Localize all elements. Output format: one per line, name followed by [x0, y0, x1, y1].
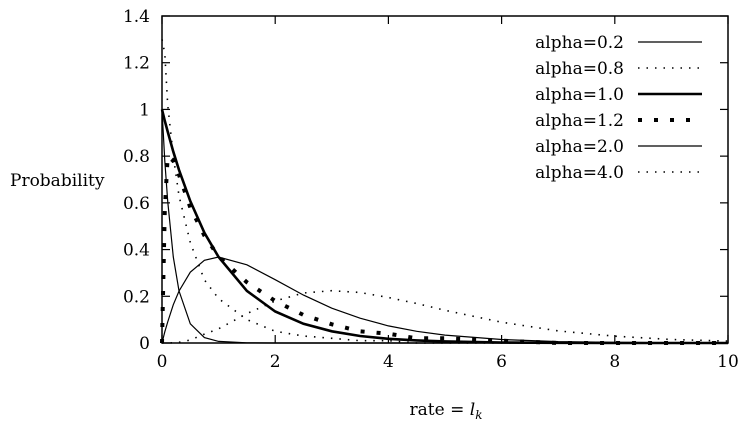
legend-label: alpha=4.0	[535, 163, 624, 183]
legend-entry: alpha=1.2	[535, 111, 702, 131]
y-tick-label: 0	[139, 334, 150, 354]
x-axis-label: rate = lk	[410, 400, 483, 422]
legend-entry: alpha=0.8	[535, 59, 702, 79]
legend-entry: alpha=1.0	[535, 85, 702, 105]
series-alpha-0-8	[161, 39, 728, 344]
series-alpha-1-0	[160, 109, 728, 345]
x-tick-label: 8	[609, 352, 620, 372]
y-tick-label: 1	[139, 100, 150, 120]
y-tick-label: 1.2	[123, 54, 150, 74]
y-tick-label: 0.4	[123, 241, 150, 261]
series-line	[160, 151, 728, 345]
series-layer	[160, 39, 729, 345]
x-tick-label: 0	[157, 352, 168, 372]
series-line	[161, 109, 728, 344]
x-tick-label: 4	[383, 352, 394, 372]
series-line	[160, 109, 728, 345]
y-tick-label: 0.8	[123, 147, 150, 167]
plot-frame	[161, 15, 729, 344]
y-tick-label: 0.6	[123, 194, 150, 214]
series-line	[161, 39, 728, 344]
legend: alpha=0.2 alpha=0.8 alpha=1.0 alpha=1.2 alph…	[535, 33, 702, 183]
y-tick-label: 1.4	[123, 7, 150, 27]
legend-label: alpha=0.8	[535, 59, 624, 79]
series-alpha-1-2	[160, 151, 728, 345]
legend-entry: alpha=4.0	[535, 163, 702, 183]
axes: 0 2 4 6 8 10 0 0.2 0.4 0.6 0.8 1 1.2 1.4	[123, 7, 739, 372]
legend-entry: alpha=2.0	[535, 137, 702, 157]
y-axis-label: Probability	[10, 171, 105, 191]
x-tick-label: 10	[717, 352, 739, 372]
series-alpha-2-0	[161, 256, 729, 344]
series-alpha-4-0	[162, 289, 729, 344]
legend-entry: alpha=0.2	[535, 33, 702, 53]
legend-label: alpha=2.0	[535, 137, 624, 157]
legend-label: alpha=0.2	[535, 33, 624, 53]
x-axis-label-prefix: rate =	[410, 400, 470, 420]
x-axis-label-var: l	[470, 400, 475, 420]
series-line	[162, 289, 729, 344]
x-tick-label: 2	[270, 352, 281, 372]
plot-border	[161, 15, 729, 344]
series-alpha-0-2	[161, 109, 728, 344]
x-tick-label: 6	[496, 352, 507, 372]
legend-label: alpha=1.2	[535, 111, 624, 131]
legend-label: alpha=1.0	[535, 85, 624, 105]
x-axis-label-sub: k	[475, 408, 482, 422]
y-tick-label: 0.2	[123, 287, 150, 307]
series-line	[161, 256, 729, 344]
